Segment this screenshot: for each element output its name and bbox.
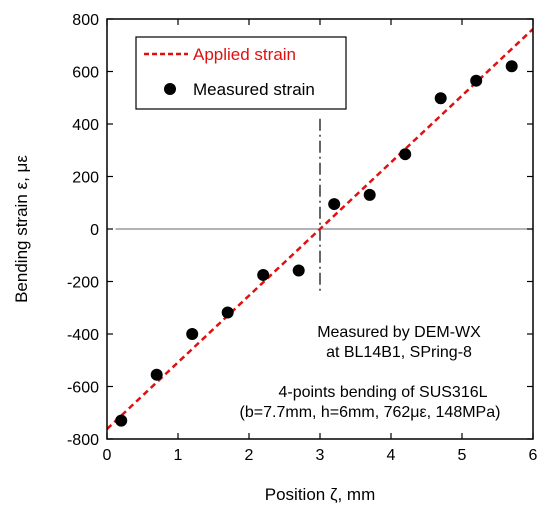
- annotation-measurement-line-2: at BL14B1, SPring-8: [326, 344, 472, 361]
- measured-strain-point: [292, 264, 305, 277]
- y-tick-label: 600: [72, 65, 99, 82]
- measured-strain-point: [186, 328, 199, 340]
- y-tick-label: -200: [67, 275, 99, 292]
- measured-strain-point: [399, 148, 412, 161]
- measured-strain-point: [434, 92, 447, 105]
- annotation-specimen: 4-points bending of SUS316L (b=7.7mm, h=…: [240, 384, 501, 421]
- legend-applied-strain-label: Applied strain: [193, 45, 296, 64]
- x-tick-label: 4: [387, 447, 396, 464]
- legend-measured-strain-label: Measured strain: [193, 80, 315, 99]
- measured-strain-point: [150, 368, 163, 381]
- y-tick-label: -800: [67, 432, 99, 449]
- x-tick-label: 2: [245, 447, 254, 464]
- annotation-specimen-line-1: 4-points bending of SUS316L: [278, 384, 487, 401]
- y-tick-label: 0: [90, 222, 99, 239]
- measured-strain-point: [221, 306, 234, 319]
- x-tick-label: 0: [103, 447, 112, 464]
- x-tick-label: 5: [458, 447, 467, 464]
- y-tick-label: -400: [67, 327, 99, 344]
- applied-strain-line: [107, 28, 533, 430]
- y-tick-label: -600: [67, 380, 99, 397]
- y-tick-label: 800: [72, 12, 99, 29]
- annotation-specimen-line-2: (b=7.7mm, h=6mm, 762με, 148MPa): [240, 404, 501, 421]
- y-tick-label: 200: [72, 170, 99, 187]
- measured-strain-point: [470, 74, 483, 87]
- measured-strain-point: [505, 60, 518, 73]
- annotation-measurement: Measured by DEM-WX at BL14B1, SPring-8: [317, 324, 481, 361]
- measured-strain-point: [115, 414, 128, 427]
- measured-strain-point: [363, 188, 376, 201]
- legend-measured-strain-marker: [164, 83, 176, 95]
- legend-box: [135, 36, 347, 110]
- x-tick-label: 6: [529, 447, 538, 464]
- measured-strain-point: [257, 268, 270, 281]
- x-tick-label: 3: [316, 447, 325, 464]
- measured-strain-point: [328, 198, 341, 211]
- x-axis-title: Position ζ, mm: [265, 485, 375, 504]
- y-tick-label: 400: [72, 117, 99, 134]
- axis-ticks: 0 1 2 3 4 5 6 -800 -600 -400 -200 0 200 400 600 800: [67, 12, 538, 464]
- y-axis-title: Bending strain ε, με: [12, 155, 31, 303]
- annotation-measurement-line-1: Measured by DEM-WX: [317, 324, 481, 341]
- plot-area: [107, 28, 533, 430]
- x-tick-label: 1: [174, 447, 183, 464]
- legend: Applied strain Measured strain: [135, 36, 347, 110]
